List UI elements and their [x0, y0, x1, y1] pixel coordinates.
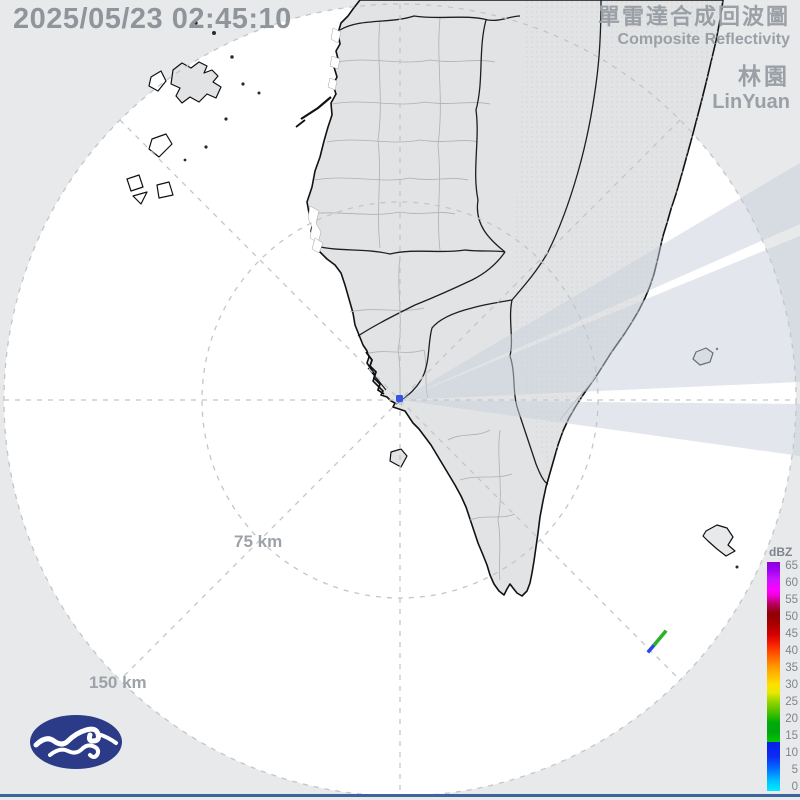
- scale-tick: 10: [785, 747, 798, 759]
- echo-green-segment: [652, 629, 668, 647]
- liuqiu-island: [389, 448, 408, 468]
- reflectivity-color-scale: [767, 562, 780, 791]
- bottom-border-line: [0, 794, 800, 797]
- station-name-chinese: 林園: [738, 62, 790, 89]
- title-english: Composite Reflectivity: [617, 31, 790, 49]
- beam-blockage-wedges: [400, 163, 800, 456]
- scale-tick: 55: [785, 594, 798, 606]
- kaohsiung-harbor: [365, 351, 385, 395]
- orchid-island: [702, 524, 736, 557]
- scale-tick: 35: [785, 662, 798, 674]
- scale-tick: 30: [785, 679, 798, 691]
- scale-tick: 15: [785, 730, 798, 742]
- penghu-islets: [126, 70, 174, 205]
- cwb-logo: [30, 715, 122, 769]
- station-name-english: LinYuan: [712, 91, 790, 114]
- scale-tick: 45: [785, 628, 798, 640]
- islands: [126, 21, 739, 569]
- scale-tick-labels: 65 60 55 50 45 40 35 30 25 20 15 10 5 0: [782, 560, 798, 793]
- penghu-main-island: [170, 61, 222, 104]
- scale-tick: 65: [785, 560, 798, 572]
- title-block: 單雷達合成回波圖 Composite Reflectivity 林園 LinYu…: [598, 4, 790, 114]
- scale-tick: 5: [791, 764, 798, 776]
- title-chinese: 單雷達合成回波圖: [597, 4, 790, 29]
- range-label-75km: 75 km: [234, 532, 283, 551]
- cwb-logo-wave: [33, 726, 118, 759]
- radar-echo: [646, 629, 668, 654]
- scale-tick: 40: [785, 645, 798, 657]
- timestamp: 2025/05/23 02:45:10: [13, 3, 292, 35]
- scale-tick: 50: [785, 611, 798, 623]
- scale-tick: 60: [785, 577, 798, 589]
- penghu-small-rocks: [183, 21, 261, 162]
- coastal-lagoons: [295, 27, 387, 395]
- range-label-150km: 150 km: [89, 673, 147, 692]
- scale-tick: 20: [785, 713, 798, 725]
- scale-unit-label: dBZ: [769, 545, 793, 559]
- scale-tick: 25: [785, 696, 798, 708]
- scale-tick: 0: [791, 781, 798, 793]
- radar-site-marker: [396, 395, 403, 402]
- sandbar: [300, 96, 332, 120]
